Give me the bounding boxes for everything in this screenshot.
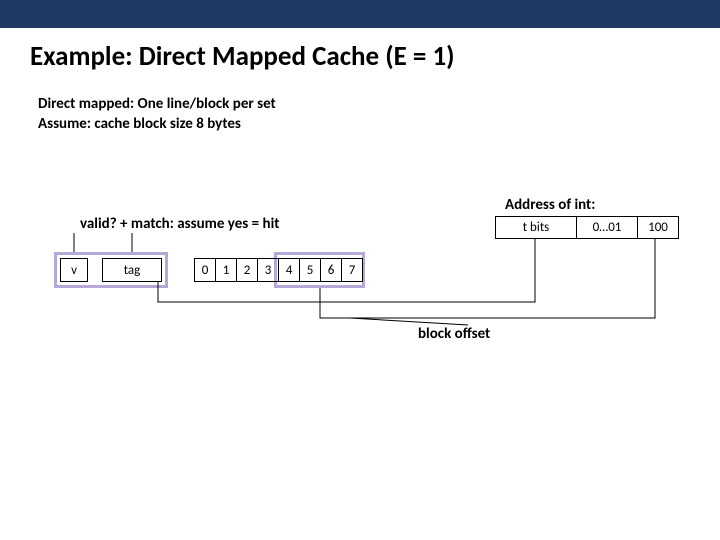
subtitle-line-1: Direct mapped: One line/block per set bbox=[38, 95, 720, 115]
byte-cell: 6 bbox=[320, 258, 342, 282]
cell-gap bbox=[162, 258, 194, 282]
byte-cell: 2 bbox=[236, 258, 258, 282]
byte-cell: 4 bbox=[278, 258, 300, 282]
hit-condition-text: valid? + match: assume yes = hit bbox=[80, 215, 279, 233]
byte-cell: 3 bbox=[257, 258, 279, 282]
subtitle: Direct mapped: One line/block per set As… bbox=[38, 95, 720, 134]
address-of-int-label: Address of int: bbox=[505, 196, 595, 214]
cell-gap bbox=[88, 258, 102, 282]
byte-cell: 0 bbox=[194, 258, 216, 282]
subtitle-line-2: Assume: cache block size 8 bytes bbox=[38, 115, 720, 135]
tag-cell: tag bbox=[102, 258, 162, 282]
valid-bit-cell: v bbox=[60, 258, 88, 282]
top-bar bbox=[0, 0, 720, 28]
page-title: Example: Direct Mapped Cache (E = 1) bbox=[30, 40, 720, 73]
valid-tag-highlight bbox=[54, 252, 168, 288]
address-fields-box: t bits 0…01 100 bbox=[495, 216, 679, 239]
byte-cell: 7 bbox=[341, 258, 363, 282]
block-offset-label: block offset bbox=[418, 325, 490, 343]
byte-cell: 5 bbox=[299, 258, 321, 282]
address-setindex-cell: 0…01 bbox=[577, 217, 638, 238]
connector-lines bbox=[0, 0, 720, 540]
byte-cell: 1 bbox=[215, 258, 237, 282]
cache-line-row: v tag 0 1 2 3 4 5 6 7 bbox=[60, 258, 363, 282]
selected-bytes-highlight bbox=[274, 252, 365, 288]
diagram-stage: valid? + match: assume yes = hit Address… bbox=[0, 0, 720, 540]
address-tbits-cell: t bits bbox=[496, 217, 577, 238]
address-blockoffset-cell: 100 bbox=[638, 217, 678, 238]
